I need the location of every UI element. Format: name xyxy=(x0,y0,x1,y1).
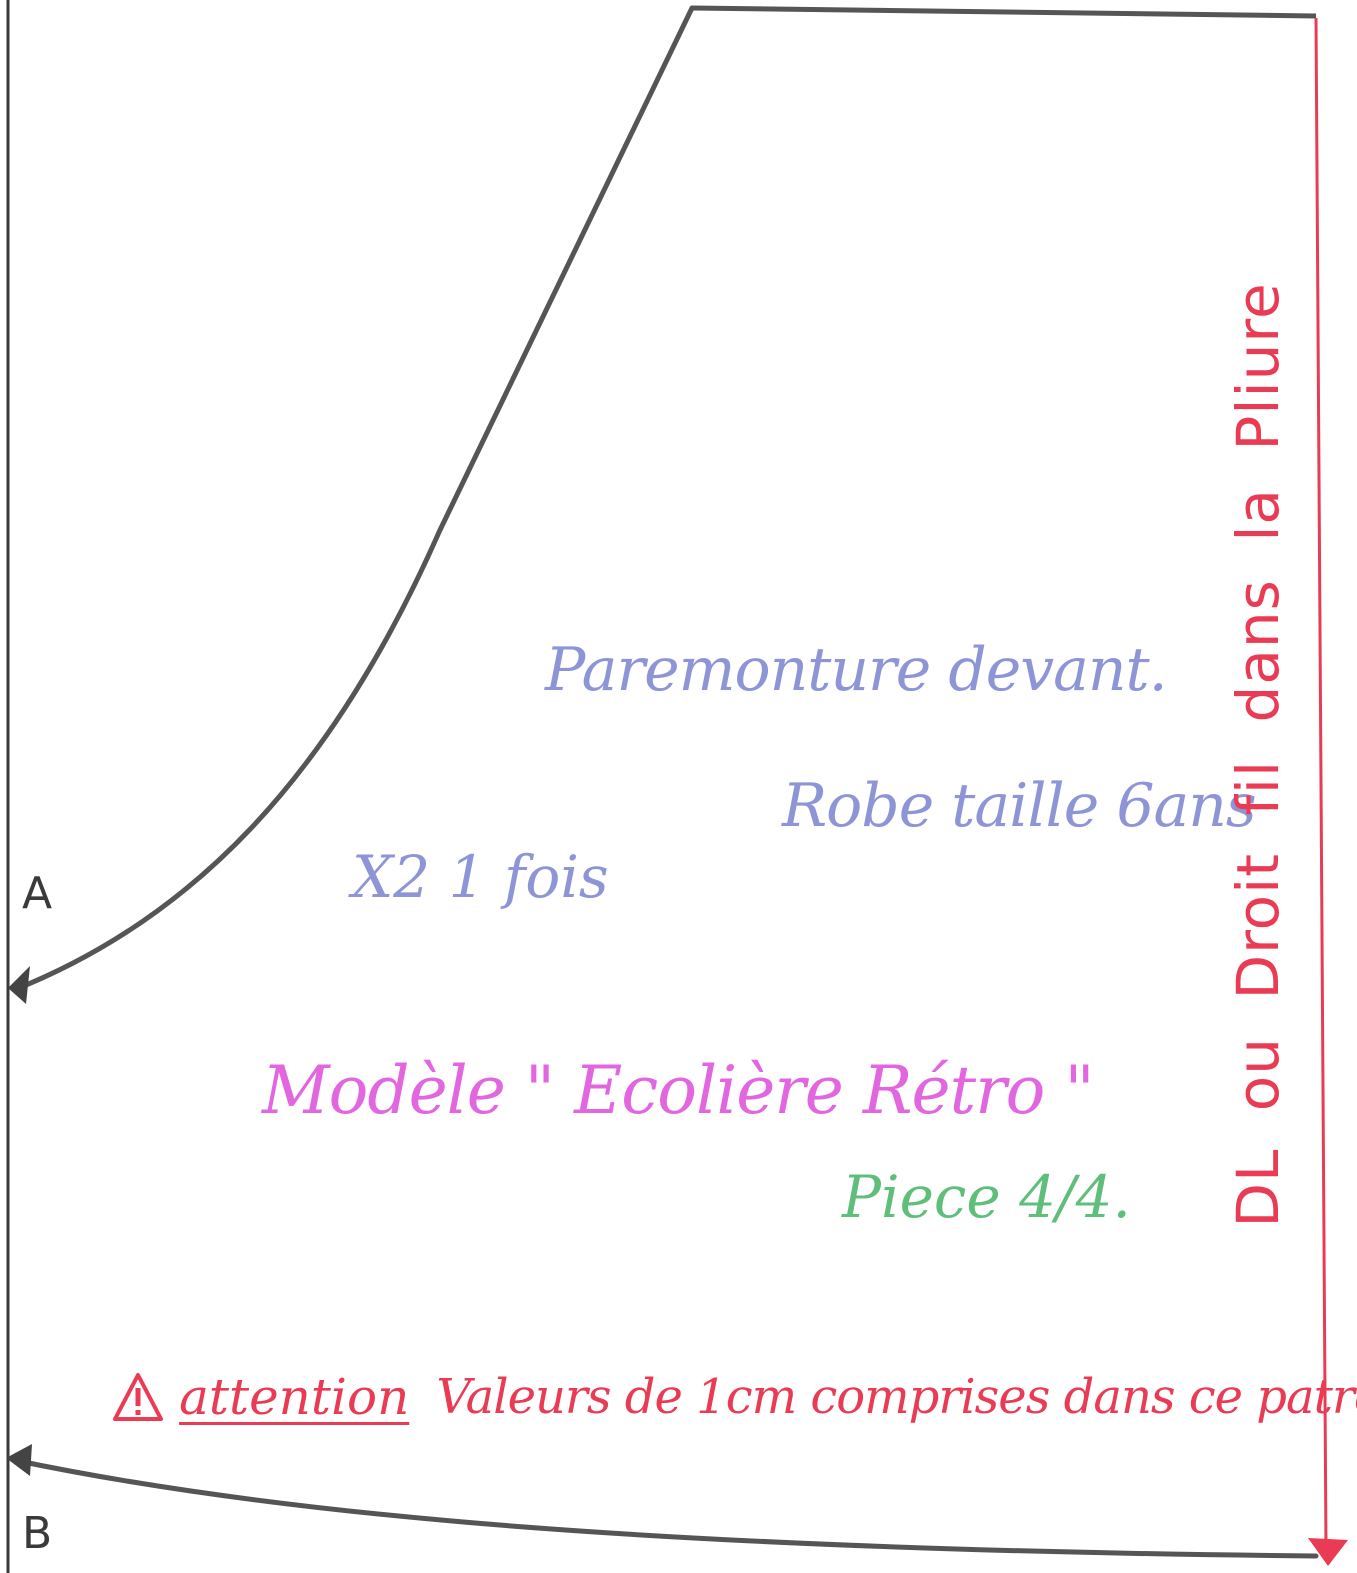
grain-line-label: DL ou Droit fil dans la Pliure xyxy=(1224,282,1292,1228)
piece-title: Paremonture devant. xyxy=(545,635,1168,705)
neckline-curve xyxy=(11,5,695,993)
point-b-label: B xyxy=(22,1508,53,1559)
arrow-b-head xyxy=(6,1444,32,1476)
warning-word: attention xyxy=(179,1368,410,1426)
seam-allowance-warning: attention Valeurs de 1cm comprises dans … xyxy=(112,1368,1357,1438)
grain-line xyxy=(1314,17,1328,1549)
size-label: Robe taille 6ans xyxy=(782,771,1257,841)
arrow-a-head xyxy=(8,966,30,1004)
grain-arrow-head xyxy=(1308,1538,1348,1566)
piece-number: Piece 4/4. xyxy=(842,1163,1131,1231)
model-name: Modèle " Ecolière Rétro " xyxy=(262,1052,1095,1129)
top-edge-line xyxy=(691,5,1317,19)
cut-instruction-text: X2 1 fois xyxy=(352,843,609,911)
point-a-label: A xyxy=(22,868,53,919)
cut-instruction: X2 1 fois xyxy=(352,848,609,906)
hem-curve xyxy=(11,1457,1319,1559)
warning-triangle-icon xyxy=(113,1373,163,1421)
warning-text: Valeurs de 1cm comprises dans ce patron. xyxy=(436,1369,1357,1425)
